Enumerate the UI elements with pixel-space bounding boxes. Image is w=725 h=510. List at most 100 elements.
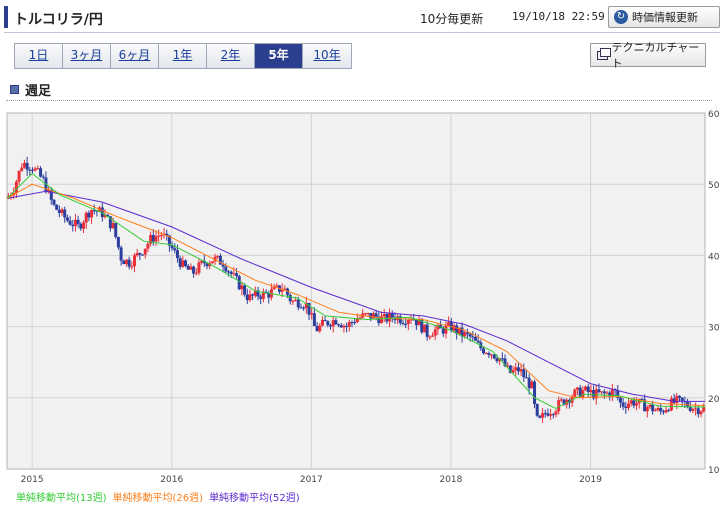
- tab-5y[interactable]: 5年: [255, 44, 303, 68]
- candle-body: [22, 162, 26, 168]
- candle-body: [259, 296, 263, 299]
- candle-body: [194, 272, 198, 274]
- candle-body: [339, 325, 343, 328]
- candle-body: [519, 369, 523, 372]
- header-accent: [4, 6, 8, 28]
- candle-body: [310, 313, 314, 315]
- tab-10y[interactable]: 10年: [303, 44, 351, 68]
- candle-body: [304, 302, 308, 309]
- candle-body: [616, 390, 620, 398]
- candle-body: [76, 219, 80, 225]
- candle-body: [68, 220, 72, 225]
- candle-body: [205, 263, 209, 267]
- refresh-button[interactable]: ↻ 時価情報更新: [608, 6, 720, 28]
- candle-body: [608, 392, 612, 397]
- ma13-line: [6, 172, 706, 410]
- candle-body: [261, 291, 265, 299]
- candle-body: [189, 266, 193, 270]
- candle-body: [460, 327, 464, 337]
- candle-body: [20, 167, 24, 171]
- candle-body: [312, 313, 316, 327]
- candle-body: [224, 266, 228, 272]
- x-tick-label: 2018: [439, 475, 462, 484]
- candle-body: [178, 258, 182, 267]
- candle-body: [422, 324, 426, 333]
- candle-body: [157, 235, 161, 237]
- candle-body: [200, 260, 204, 263]
- candle-body: [487, 353, 491, 355]
- candle-body: [154, 236, 158, 242]
- candle-body: [92, 210, 96, 212]
- candle-body: [173, 248, 177, 251]
- candle-body: [377, 316, 381, 324]
- candle-body: [213, 256, 217, 262]
- tab-2y[interactable]: 2年: [207, 44, 255, 68]
- candle-body: [342, 325, 346, 328]
- candle-body: [65, 217, 69, 221]
- candle-body: [417, 319, 421, 326]
- candle-body: [605, 392, 609, 394]
- candle-body: [656, 408, 660, 411]
- candle-body: [47, 189, 51, 193]
- candle-body: [530, 381, 534, 389]
- tab-3m[interactable]: 3ヶ月: [63, 44, 111, 68]
- candle-body: [84, 212, 88, 223]
- candle-body: [694, 408, 698, 410]
- candle-body: [409, 319, 413, 321]
- candle-body: [36, 168, 40, 170]
- candle-body: [267, 293, 271, 298]
- candle-body: [573, 389, 577, 397]
- candle-body: [331, 320, 335, 327]
- candle-body: [186, 265, 190, 270]
- window-icon: [597, 47, 611, 60]
- candle-body: [436, 325, 440, 330]
- candle-body: [318, 325, 322, 332]
- candle-body: [514, 367, 518, 371]
- candle-body: [232, 273, 236, 275]
- candle-body: [640, 398, 644, 400]
- candle-body: [256, 290, 260, 297]
- technical-chart-button[interactable]: テクニカルチャート: [590, 41, 706, 70]
- candle-body: [551, 414, 555, 416]
- tab-6m[interactable]: 6ヶ月: [111, 44, 159, 68]
- candle-body: [371, 313, 375, 319]
- candle-body: [237, 275, 241, 290]
- candle-body: [60, 209, 64, 213]
- candle-body: [143, 248, 147, 255]
- x-tick-label: 2016: [160, 475, 183, 484]
- tab-1d[interactable]: 1日: [15, 44, 63, 68]
- header-bar: トルコリラ/円 10分毎更新 19/10/18 22:59 ↻ 時価情報更新: [0, 0, 725, 34]
- candle-body: [248, 294, 252, 301]
- candle-body: [621, 402, 625, 407]
- candle-body: [498, 358, 502, 362]
- candle-body: [369, 312, 373, 319]
- candle-body: [632, 400, 636, 406]
- candle-body: [17, 170, 21, 182]
- candle-body: [366, 312, 370, 314]
- candle-body: [127, 259, 131, 267]
- candle-body: [428, 336, 432, 338]
- candle-body: [90, 210, 94, 218]
- tab-1y[interactable]: 1年: [159, 44, 207, 68]
- candle-body: [541, 413, 545, 418]
- candle-body: [119, 247, 123, 261]
- candle-body: [524, 377, 528, 379]
- candle-body: [184, 260, 188, 266]
- candle-body: [25, 162, 29, 170]
- candle-body: [699, 411, 703, 415]
- candle-body: [197, 262, 201, 273]
- candle-body: [122, 260, 126, 265]
- candle-body: [350, 322, 354, 324]
- candle-body: [315, 326, 319, 332]
- candle-body: [353, 322, 357, 324]
- candle-body: [425, 324, 429, 337]
- candle-body: [280, 289, 284, 292]
- candle-body: [57, 209, 61, 213]
- candle-body: [170, 245, 174, 249]
- candle-body: [626, 403, 630, 409]
- candle-body: [175, 250, 179, 259]
- candle-body: [549, 414, 553, 416]
- candle-body: [39, 168, 43, 177]
- candle-body: [385, 314, 389, 322]
- candle-body: [253, 290, 257, 296]
